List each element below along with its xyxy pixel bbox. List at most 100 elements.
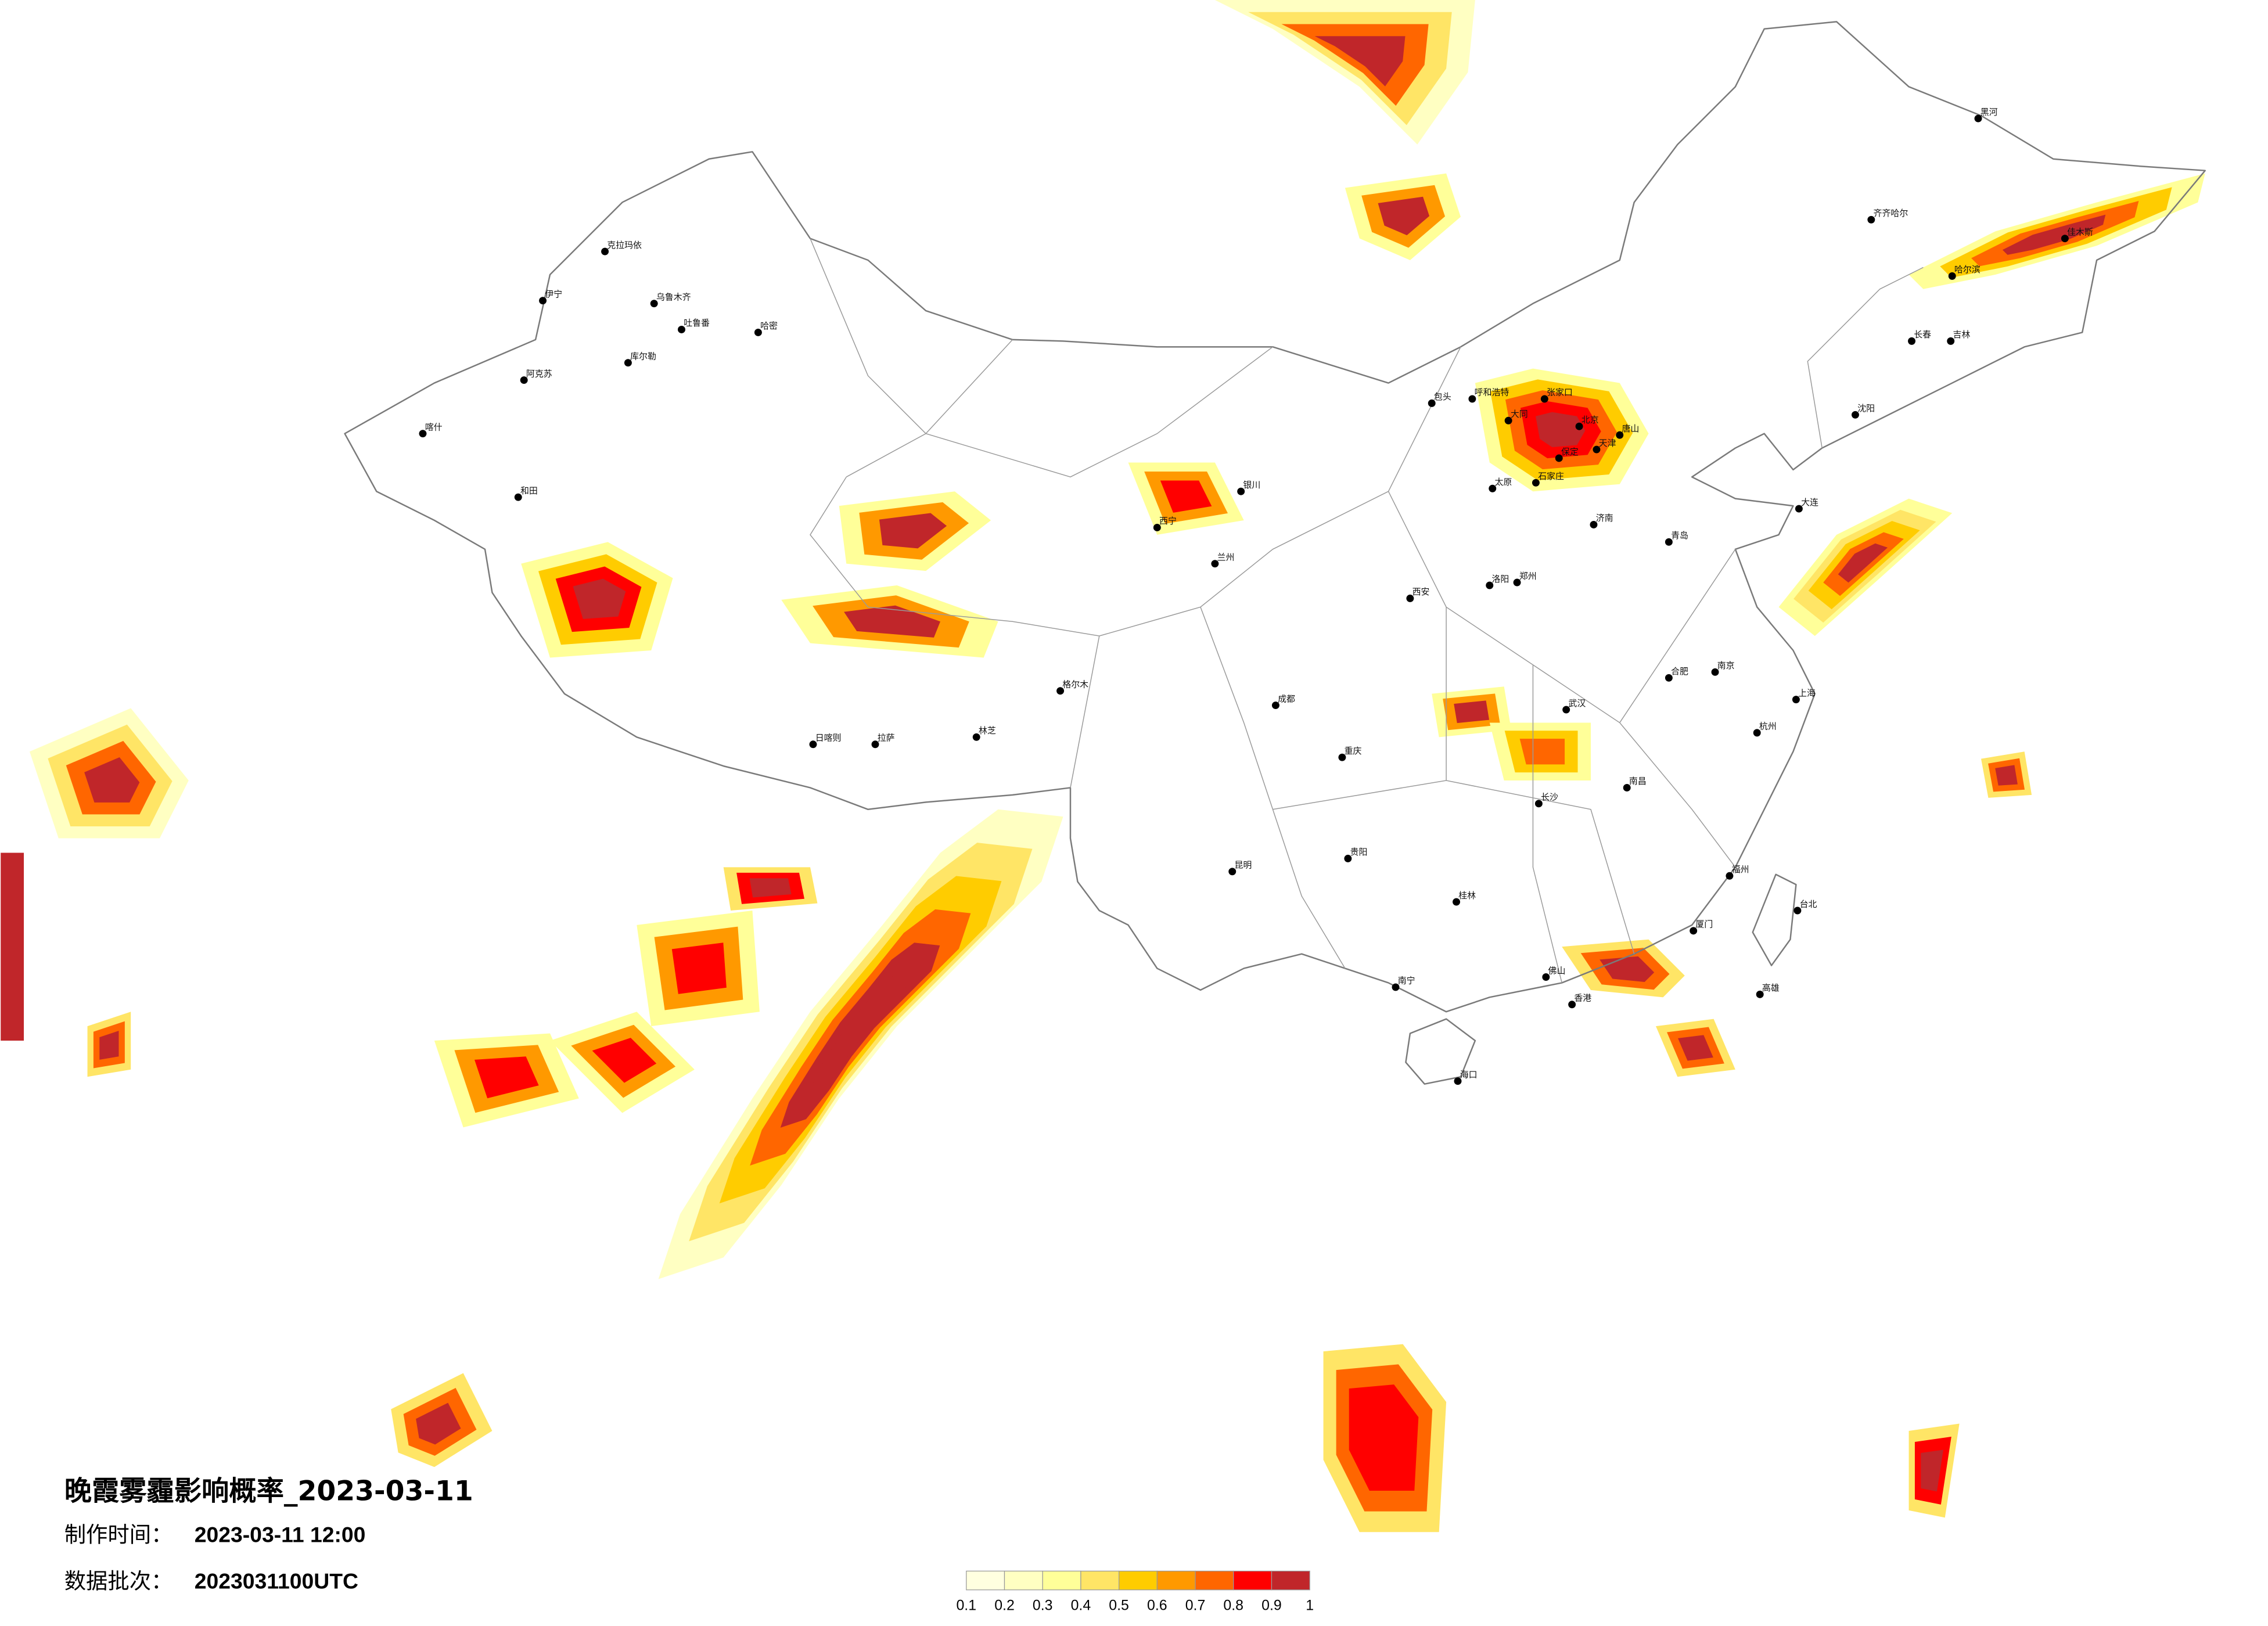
city-dot	[1690, 927, 1698, 935]
city-label: 杭州	[1759, 721, 1777, 732]
city-dot	[1211, 560, 1219, 568]
probability-area	[1160, 480, 1212, 513]
probability-area	[671, 942, 727, 994]
city-dot	[2061, 235, 2069, 243]
city-marker: 海口	[1454, 1069, 1478, 1085]
city-marker: 库尔勒	[624, 351, 656, 367]
batch-label: 数据批次：	[64, 1568, 173, 1593]
probability-area	[416, 1402, 461, 1445]
probability-area	[1519, 739, 1565, 765]
city-label: 长沙	[1541, 792, 1558, 803]
city-marker: 佳木斯	[2061, 226, 2093, 243]
city-dot	[1851, 411, 1859, 419]
city-dot	[1237, 487, 1245, 495]
probability-area	[811, 976, 910, 1090]
city-marker: 乌鲁木齐	[650, 292, 691, 308]
city-marker: 银川	[1237, 480, 1260, 495]
city-dot	[1711, 668, 1719, 676]
city-dot	[809, 740, 817, 749]
city-label: 格尔木	[1062, 679, 1088, 689]
city-marker: 成都	[1271, 693, 1295, 710]
city-label: 沈阳	[1857, 403, 1875, 413]
legend-label: 0.6	[1147, 1598, 1167, 1614]
city-marker: 厦门	[1690, 919, 1713, 935]
probability-area	[1678, 1035, 1713, 1061]
city-label: 呼和浩特	[1475, 387, 1509, 398]
city-dot	[650, 300, 658, 308]
city-marker: 林芝	[972, 725, 996, 741]
city-label: 包头	[1434, 391, 1451, 402]
city-label: 天津	[1599, 438, 1616, 448]
city-marker: 唐山	[1616, 423, 1639, 439]
city-label: 西安	[1412, 587, 1430, 597]
probability-field	[1, 0, 2205, 1533]
city-dot	[972, 733, 980, 741]
city-label: 济南	[1596, 513, 1613, 523]
probability-area	[1454, 700, 1490, 724]
legend-swatch	[1156, 1570, 1196, 1591]
city-marker: 洛阳	[1486, 574, 1509, 589]
legend-label: 1	[1306, 1598, 1314, 1614]
city-label: 贵阳	[1350, 847, 1368, 857]
city-marker: 克拉玛依	[601, 240, 642, 256]
legend-label: 0.1	[956, 1598, 976, 1614]
city-marker: 阿克苏	[520, 368, 552, 384]
probability-area	[84, 757, 140, 803]
city-marker: 喀什	[419, 422, 443, 438]
city-dot	[1793, 906, 1802, 915]
city-label: 阿克苏	[526, 368, 552, 379]
city-label: 哈尔滨	[1954, 264, 1981, 275]
city-dot	[1753, 729, 1761, 737]
city-dot	[1468, 395, 1476, 403]
city-label: 福州	[1732, 864, 1749, 875]
city-marker: 南昌	[1623, 776, 1647, 792]
city-label: 重庆	[1345, 746, 1362, 756]
city-dot	[1792, 696, 1800, 704]
city-dot	[419, 430, 427, 438]
city-marker: 济南	[1590, 513, 1613, 528]
city-dot	[1575, 422, 1583, 430]
probability-area	[592, 1038, 657, 1083]
city-marker: 日喀则	[809, 733, 841, 749]
city-marker: 杭州	[1753, 721, 1777, 737]
city-marker: 格尔木	[1056, 679, 1088, 695]
legend-swatch	[1080, 1570, 1120, 1591]
city-dot	[1454, 1077, 1462, 1085]
legend-label: 0.9	[1261, 1598, 1282, 1614]
city-label: 齐齐哈尔	[1874, 208, 1908, 218]
city-label: 洛阳	[1492, 574, 1509, 584]
city-label: 黑河	[1981, 107, 1998, 117]
city-dot	[1486, 581, 1494, 589]
legend-label: 0.2	[994, 1598, 1015, 1614]
city-dot	[1623, 783, 1631, 792]
city-label: 伊宁	[545, 289, 562, 299]
city-dot	[1947, 337, 1955, 345]
city-label: 库尔勒	[630, 351, 656, 361]
city-dot	[1540, 395, 1548, 403]
city-label: 太原	[1494, 477, 1512, 487]
city-dot	[1593, 445, 1601, 454]
map-title: 晚霞雾霾影响概率_2023-03-11	[64, 1475, 473, 1507]
probability-area	[1, 852, 24, 1041]
city-marker: 吉林	[1947, 329, 1970, 345]
legend-swatch	[1118, 1570, 1158, 1591]
city-label: 台北	[1800, 899, 1817, 909]
city-dot	[1867, 215, 1875, 224]
city-dot	[1534, 800, 1543, 808]
city-marker: 重庆	[1338, 746, 1362, 761]
probability-area	[1536, 412, 1586, 448]
city-marker: 南宁	[1392, 976, 1415, 991]
city-dot	[1428, 399, 1436, 407]
city-marker: 天津	[1593, 438, 1616, 454]
city-label: 上海	[1798, 688, 1816, 698]
city-marker: 贵阳	[1344, 847, 1367, 862]
city-dot	[1338, 753, 1346, 761]
city-dot	[1153, 523, 1161, 531]
city-marker: 北京	[1575, 415, 1599, 430]
city-label: 和田	[520, 485, 538, 496]
legend-label: 0.4	[1071, 1598, 1091, 1614]
city-dot	[520, 376, 528, 384]
city-label: 南宁	[1398, 976, 1415, 986]
city-marker: 西宁	[1153, 516, 1177, 531]
city-marker: 桂林	[1453, 890, 1476, 906]
